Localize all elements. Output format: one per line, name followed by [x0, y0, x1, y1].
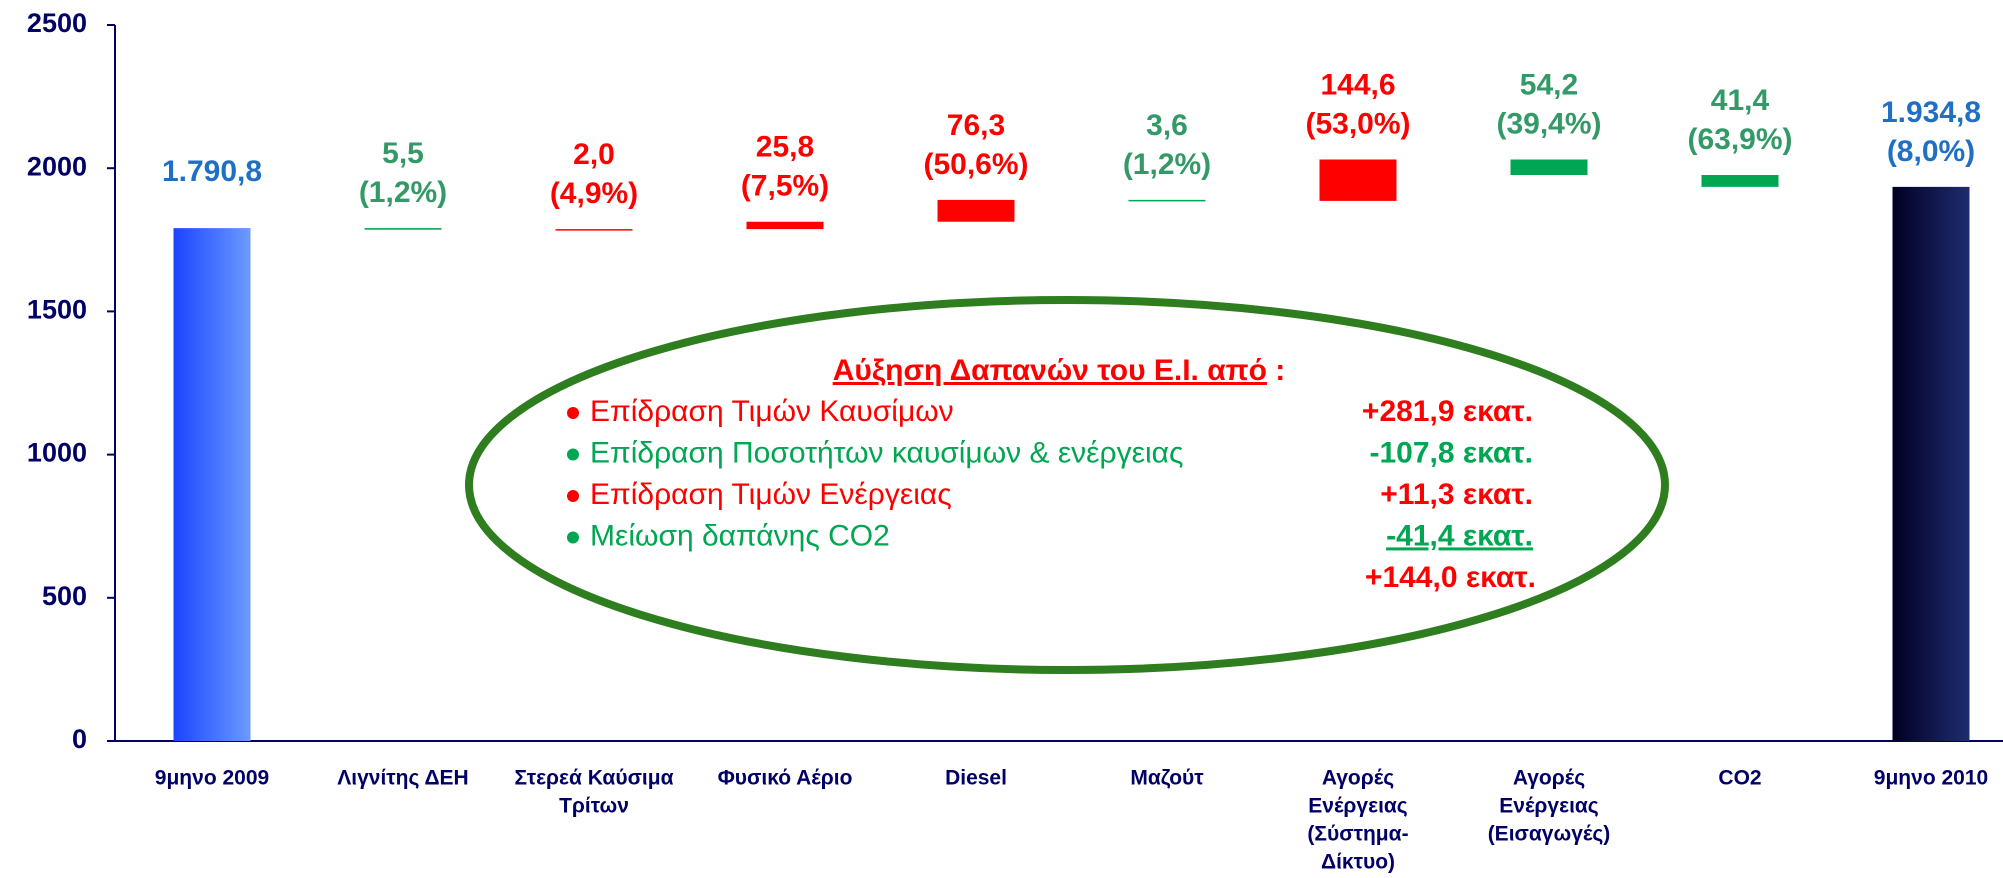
bar — [173, 228, 251, 742]
value-label: 5,5 — [382, 137, 424, 170]
x-tick-label: Φυσικό Αέριο — [718, 767, 853, 790]
value-label: 3,6 — [1146, 109, 1188, 142]
bullet — [567, 490, 579, 502]
percent-label: (63,9%) — [1687, 123, 1792, 156]
percent-label: (1,2%) — [1123, 148, 1211, 181]
x-tick-label: CO2 — [1718, 767, 1761, 790]
y-tick-label: 1000 — [27, 438, 87, 468]
value-label: 144,6 — [1320, 68, 1395, 101]
value-label: 54,2 — [1520, 68, 1578, 101]
x-tick-label: Μαζούτ — [1130, 767, 1204, 790]
x-tick-label: Diesel — [945, 767, 1007, 790]
annotation-item: Επίδραση Τιμών Καυσίμων — [590, 395, 954, 428]
bar — [1892, 186, 1970, 741]
x-tick-label: (Εισαγωγές) — [1488, 823, 1611, 846]
bar — [364, 228, 442, 230]
y-tick-label: 500 — [42, 581, 87, 611]
bar — [746, 221, 824, 230]
percent-label: (1,2%) — [359, 176, 447, 209]
x-tick-label: Αγορές — [1322, 767, 1394, 790]
annotation-amount: +11,3 εκατ. — [1380, 478, 1533, 511]
annotation-title-suffix: : — [1267, 354, 1285, 387]
bullet — [567, 531, 579, 544]
percent-label: (53,0%) — [1305, 107, 1410, 140]
x-tick-label: Στερεά Καύσιμα — [514, 767, 673, 790]
x-tick-label: Τρίτων — [559, 795, 629, 818]
y-tick-label: 0 — [72, 724, 87, 754]
bar — [1319, 159, 1397, 201]
x-tick-label: (Σύστημα- — [1307, 823, 1408, 846]
y-tick-label: 1500 — [27, 295, 87, 325]
percent-label: (8,0%) — [1887, 135, 1975, 168]
annotation-title: Αύξηση Δαπανών του Ε.Ι. από : — [833, 354, 1286, 387]
value-label: 1.934,8 — [1881, 96, 1981, 129]
y-tick-label: 2500 — [27, 8, 87, 38]
value-label: 41,4 — [1711, 84, 1770, 117]
annotation-title-text: Αύξηση Δαπανών του Ε.Ι. από — [833, 354, 1267, 387]
y-tick-label: 2000 — [27, 151, 87, 181]
bar — [1701, 175, 1779, 187]
x-tick-label: Ενέργειας — [1308, 795, 1408, 818]
percent-label: (39,4%) — [1496, 107, 1601, 140]
x-tick-label: 9μηνο 2009 — [155, 767, 269, 790]
value-label: 25,8 — [756, 131, 814, 164]
bar — [1510, 159, 1588, 176]
annotation-item: Επίδραση Τιμών Ενέργειας — [590, 478, 952, 511]
value-label: 76,3 — [947, 109, 1005, 142]
bullet — [567, 448, 579, 461]
annotation-item: Επίδραση Ποσοτήτων καυσίμων & ενέργειας — [590, 436, 1183, 469]
x-tick-label: Αγορές — [1513, 767, 1585, 790]
annotation-ellipse — [465, 296, 1669, 674]
percent-label: (7,5%) — [741, 170, 829, 203]
x-tick-label: Λιγνίτης ΔΕΗ — [337, 767, 468, 790]
value-label: 1.790,8 — [162, 155, 262, 188]
annotation-item: Μείωση δαπάνης CO2 — [590, 519, 890, 552]
x-tick-label: Ενέργειας — [1499, 795, 1599, 818]
percent-label: (50,6%) — [923, 148, 1028, 181]
annotation-amount: -107,8 εκατ. — [1369, 436, 1533, 469]
x-tick-label: 9μηνο 2010 — [1874, 767, 1988, 790]
value-label: 2,0 — [573, 138, 615, 171]
percent-label: (4,9%) — [550, 177, 638, 210]
annotation-total: +144,0 εκατ. — [1365, 561, 1536, 594]
x-tick-label: Δίκτυο) — [1321, 851, 1395, 874]
bar — [555, 229, 633, 231]
annotation-amount: -41,4 εκατ. — [1386, 519, 1533, 552]
bar — [937, 199, 1015, 222]
annotation-amount: +281,9 εκατ. — [1362, 395, 1533, 428]
bar — [1128, 199, 1206, 202]
bullet — [567, 407, 579, 419]
